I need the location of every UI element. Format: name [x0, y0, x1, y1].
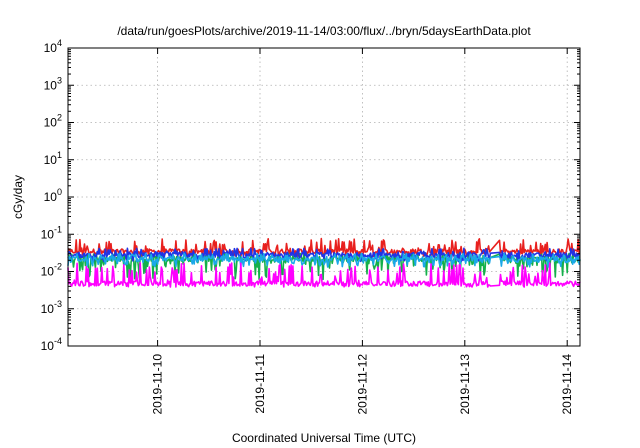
x-tick-label: 2019-11-12 — [355, 354, 369, 415]
y-tick-label: 101 — [44, 150, 62, 167]
x-tick-label: 2019-11-11 — [253, 354, 267, 414]
x-tick-label: 2019-11-14 — [560, 354, 574, 415]
chart-title: /data/run/goesPlots/archive/2019-11-14/0… — [117, 24, 531, 38]
y-tick-label: 10-1 — [41, 224, 62, 241]
x-axis-label: Coordinated Universal Time (UTC) — [232, 431, 416, 445]
x-tick-label: 2019-11-13 — [458, 354, 472, 415]
series-line — [67, 237, 581, 258]
series-line — [67, 262, 581, 288]
y-tick-label: 10-3 — [41, 299, 62, 316]
series-group — [67, 237, 581, 288]
y-tick-label: 102 — [44, 113, 62, 130]
axes: 10-4 10-3 10-2 10-1 100 101 102 103 104 2019-11-1… — [41, 38, 580, 415]
y-tick-label: 103 — [44, 75, 62, 92]
y-axis-label: cGy/day — [11, 175, 25, 219]
y-tick-label: 10-2 — [41, 262, 62, 279]
y-tick-label: 104 — [44, 38, 62, 55]
y-tick-label: 100 — [44, 187, 62, 204]
y-tick-label: 10-4 — [41, 336, 62, 353]
series-line — [67, 252, 581, 268]
x-tick-label: 2019-11-10 — [151, 354, 165, 415]
grid — [68, 48, 580, 346]
